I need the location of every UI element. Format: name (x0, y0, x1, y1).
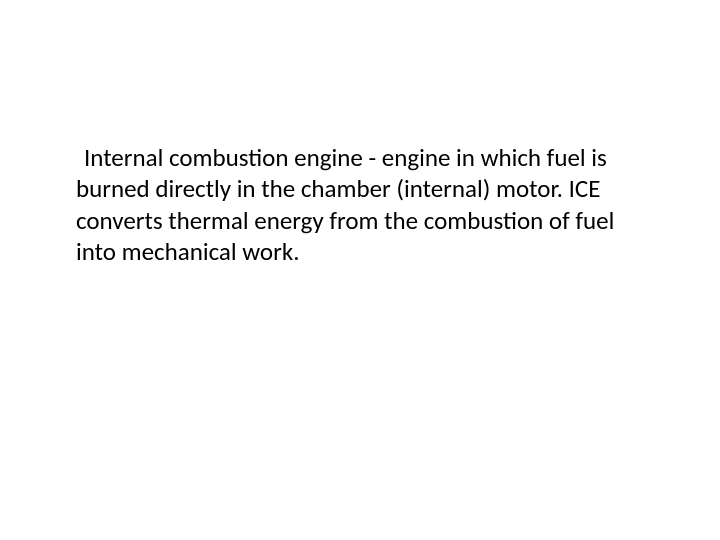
body-paragraph: Internal combustion engine - engine in w… (76, 142, 656, 267)
slide-content: Internal combustion engine - engine in w… (76, 142, 656, 267)
